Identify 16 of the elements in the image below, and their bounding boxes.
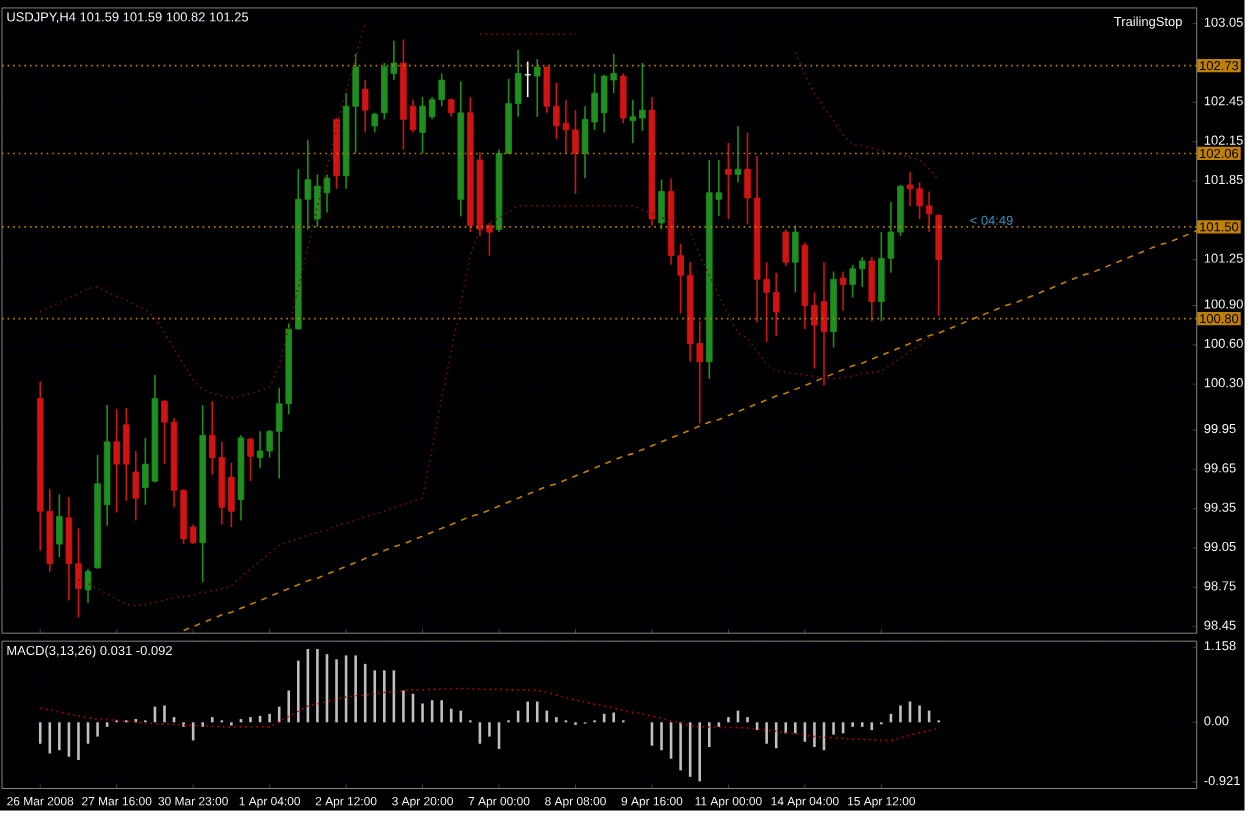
candlestick <box>782 228 790 267</box>
candlestick <box>792 224 799 294</box>
candlestick <box>447 97 455 118</box>
candlestick <box>84 568 92 604</box>
candlestick <box>658 178 665 231</box>
candlestick <box>132 450 140 522</box>
candlestick <box>533 58 541 118</box>
candlestick <box>247 437 254 482</box>
candlestick <box>935 214 942 317</box>
candlestick <box>734 125 742 184</box>
candlestick <box>868 256 876 322</box>
candlestick <box>839 270 847 312</box>
candlestick <box>56 493 63 558</box>
candlestick <box>361 79 369 134</box>
candlestick <box>620 72 627 125</box>
candlestick <box>725 142 732 220</box>
